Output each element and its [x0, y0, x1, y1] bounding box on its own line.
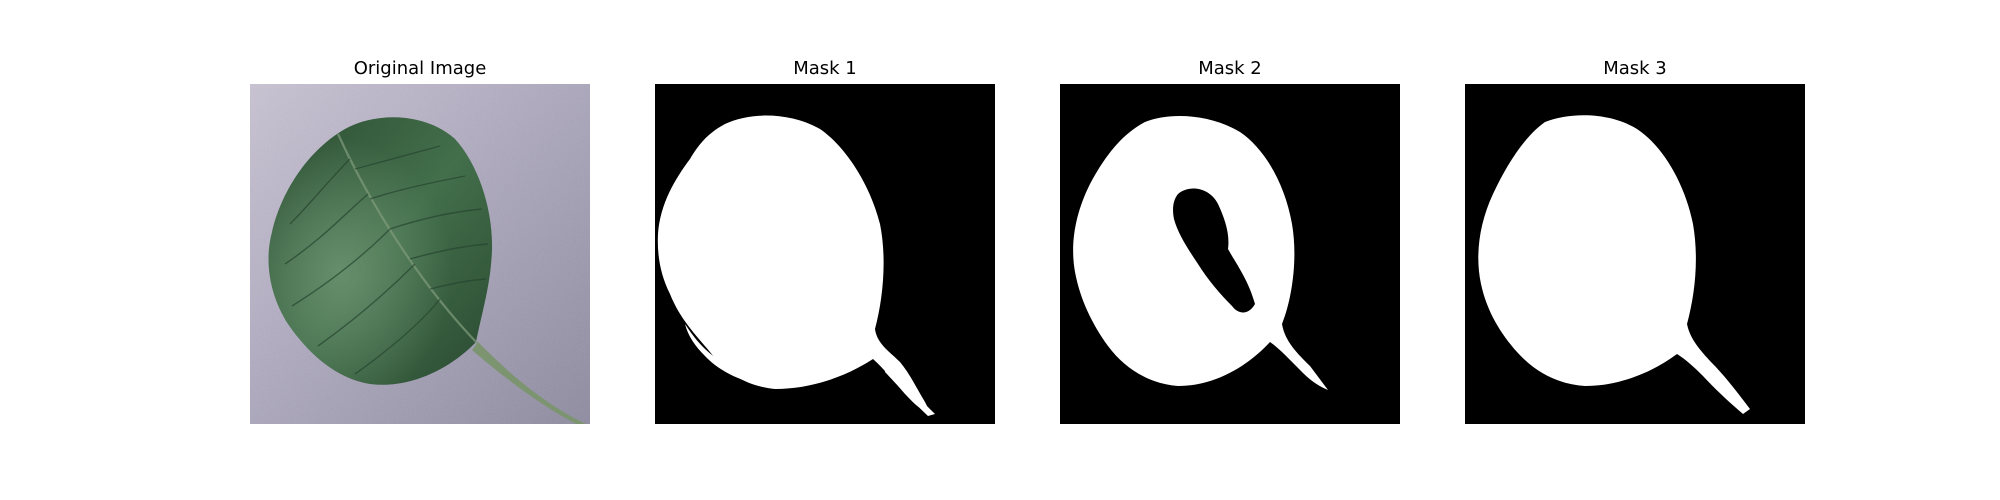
mask-foreground: [657, 115, 930, 413]
panel-title: Mask 3: [1603, 58, 1667, 79]
mask-2-image: [1060, 84, 1400, 424]
leaf-midrib: [336, 133, 479, 345]
panel-title: Mask 2: [1198, 58, 1262, 79]
leaf-photo: [250, 84, 590, 424]
leaf-stem: [472, 342, 586, 424]
panel-original-image: Original Image: [250, 0, 590, 500]
mask-1-image: [655, 84, 995, 424]
panel-mask-3: Mask 3: [1465, 0, 1805, 500]
mask-foreground: [1073, 116, 1328, 390]
mask-foreground: [1478, 115, 1750, 414]
mask-3-image: [1465, 84, 1805, 424]
leaf-veins: [284, 145, 489, 375]
panel-title: Mask 1: [793, 58, 857, 79]
panel-mask-1: Mask 1: [655, 0, 995, 500]
panel-mask-2: Mask 2: [1060, 0, 1400, 500]
panel-title: Original Image: [353, 58, 487, 79]
